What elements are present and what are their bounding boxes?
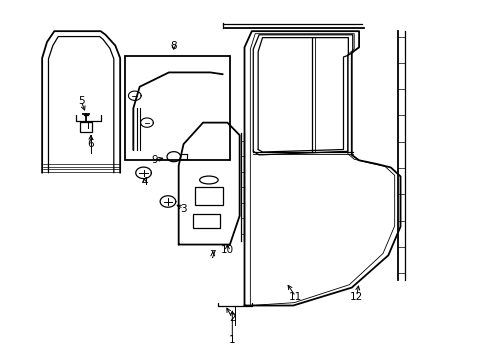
Bar — [194, 187, 223, 205]
Text: 7: 7 — [209, 250, 216, 260]
Text: 10: 10 — [221, 245, 234, 255]
Text: 12: 12 — [349, 292, 363, 302]
Bar — [80, 122, 92, 132]
Text: 1: 1 — [228, 334, 235, 345]
Text: 5: 5 — [78, 96, 84, 106]
Text: 6: 6 — [87, 139, 94, 149]
Text: 8: 8 — [170, 41, 177, 50]
Bar — [125, 56, 229, 160]
Text: 4: 4 — [141, 177, 147, 187]
Text: 11: 11 — [288, 292, 302, 302]
Bar — [193, 214, 220, 228]
Text: 3: 3 — [180, 204, 186, 214]
Text: 9: 9 — [151, 155, 157, 165]
Text: 2: 2 — [228, 313, 235, 323]
